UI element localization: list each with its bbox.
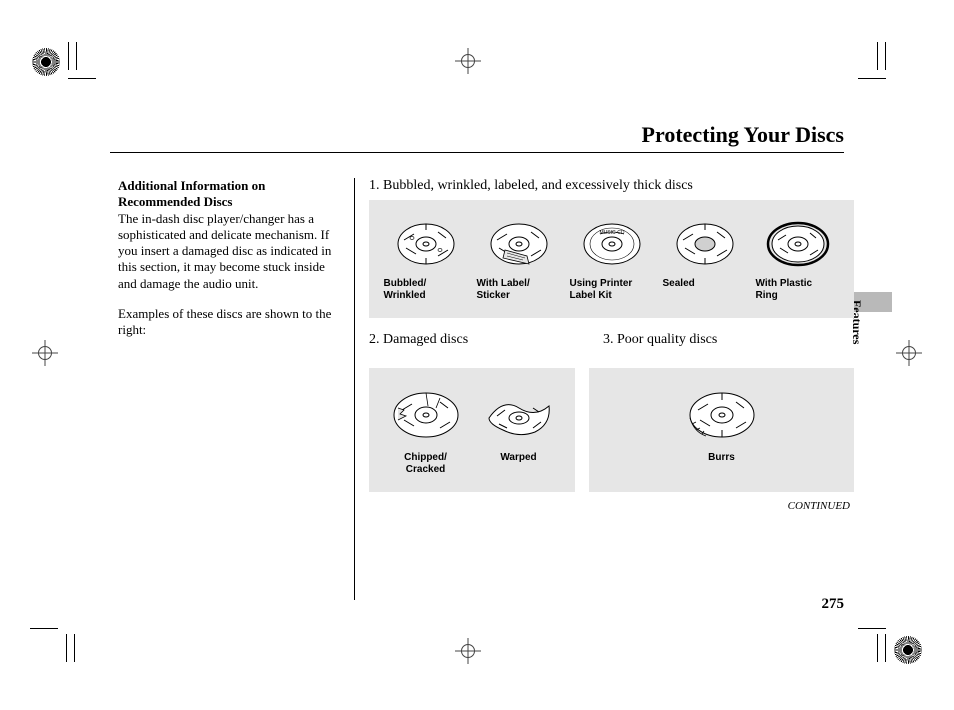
right-column: 1. Bubbled, wrinkled, labeled, and exces…	[355, 178, 854, 600]
section3-label: 3. Poor quality discs	[603, 332, 854, 348]
disc-icon-printer: MUSIC-CD	[580, 220, 644, 268]
disc-burrs: Burrs	[680, 388, 764, 464]
disc-label: Chipped/Cracked	[384, 452, 468, 476]
registration-mark-right	[900, 344, 918, 362]
disc-label: Sealed	[663, 278, 747, 290]
left-heading: Additional Information on Recommended Di…	[118, 178, 265, 209]
left-column: Additional Information on Recommended Di…	[118, 178, 354, 600]
disc-icon-ring	[766, 220, 830, 268]
registration-mark-bottom	[459, 642, 477, 660]
disc-with-label: With Label/Sticker	[477, 220, 561, 302]
continued-label: CONTINUED	[369, 500, 854, 512]
disc-icon-chipped	[390, 388, 462, 442]
left-para2: Examples of these discs are shown to the…	[118, 306, 336, 339]
disc-warped: Warped	[477, 388, 561, 464]
disc-label: Using PrinterLabel Kit	[570, 278, 654, 302]
disc-icon-label	[487, 220, 551, 268]
panel-2: Chipped/Cracked Warped	[369, 368, 575, 492]
content-area: Additional Information on Recommended Di…	[118, 178, 854, 600]
disc-label: Burrs	[680, 452, 764, 464]
svg-text:MUSIC-CD: MUSIC-CD	[599, 230, 624, 236]
disc-icon-bubbled	[394, 220, 458, 268]
page-number: 275	[822, 596, 845, 613]
print-mark-tl	[32, 48, 60, 76]
panel-1: Bubbled/Wrinkled With Label/Sticker	[369, 200, 854, 318]
disc-chipped: Chipped/Cracked	[384, 388, 468, 476]
disc-label: Bubbled/Wrinkled	[384, 278, 468, 302]
disc-sealed: Sealed	[663, 220, 747, 290]
section2-label: 2. Damaged discs	[369, 332, 589, 348]
disc-plastic-ring: With PlasticRing	[756, 220, 840, 302]
title-rule	[110, 152, 844, 153]
disc-icon-burrs	[686, 388, 758, 442]
disc-label: Warped	[477, 452, 561, 464]
disc-printer-kit: MUSIC-CD Using PrinterLabel Kit	[570, 220, 654, 302]
disc-icon-warped	[483, 388, 555, 442]
disc-bubbled: Bubbled/Wrinkled	[384, 220, 468, 302]
left-para1: The in-dash disc player/changer has a so…	[118, 211, 331, 291]
disc-icon-sealed	[673, 220, 737, 268]
print-mark-br	[894, 636, 922, 664]
registration-mark-top	[459, 52, 477, 70]
page-title: Protecting Your Discs	[642, 122, 844, 148]
disc-label: With Label/Sticker	[477, 278, 561, 302]
panel-3: Burrs	[589, 368, 854, 492]
section1-label: 1. Bubbled, wrinkled, labeled, and exces…	[369, 178, 854, 194]
registration-mark-left	[36, 344, 54, 362]
disc-label: With PlasticRing	[756, 278, 840, 302]
